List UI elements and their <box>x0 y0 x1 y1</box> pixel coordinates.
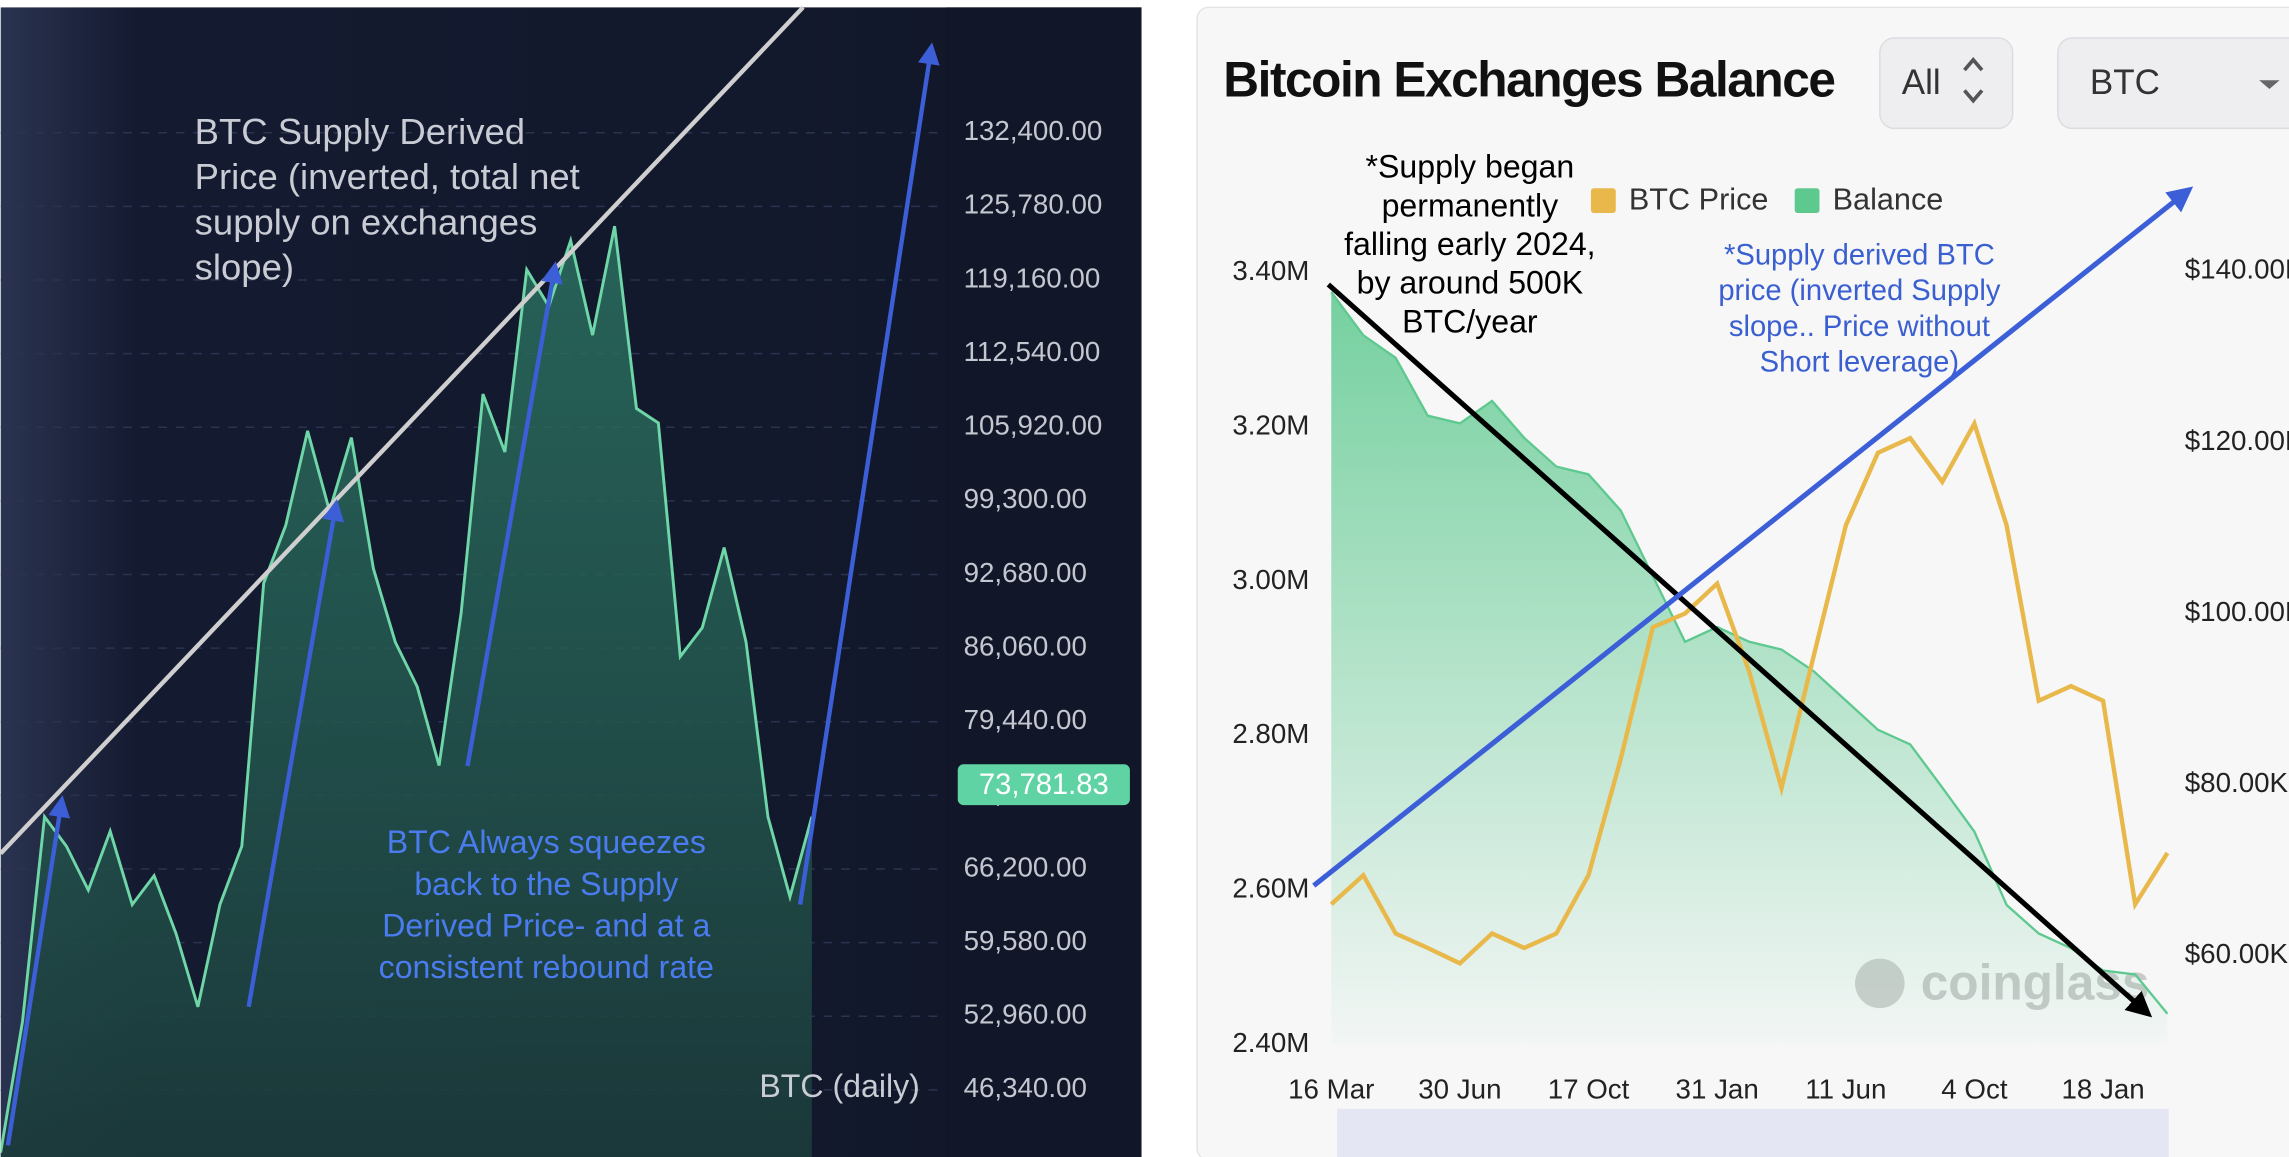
annotation-line: supply on exchanges <box>195 201 538 242</box>
y2-tick-label: $60.00K <box>2185 938 2289 969</box>
y-tick-label: 3.40M <box>1232 255 1309 286</box>
annotation-line: Derived Price- and at a <box>382 907 710 943</box>
left-chart: 46,340.0052,960.0059,580.0066,200.0072,8… <box>0 7 1142 1157</box>
chart-title: Bitcoin Exchanges Balance <box>1223 51 1834 107</box>
annotation-line: Short leverage) <box>1760 347 1959 379</box>
annotation-line: price (inverted Supply <box>1718 275 2001 307</box>
dropdown-icon <box>2259 80 2280 89</box>
y2-tick-label: $140.00K <box>2185 254 2289 285</box>
area-fill <box>0 226 812 1157</box>
last-price-box <box>957 764 1130 806</box>
x-tick-label: 31 Jan <box>1676 1074 1759 1105</box>
y-tick-label: 112,540.00 <box>964 336 1101 367</box>
x-tick-label: 16 Mar <box>1288 1074 1374 1105</box>
y-tick-label: 59,580.00 <box>964 925 1087 956</box>
annotation-line: slope.. Price without <box>1729 311 1990 343</box>
x-tick-label: 18 Jan <box>2061 1074 2144 1105</box>
dropdown-text: All <box>1902 63 1941 102</box>
annotation-line: falling early 2024, <box>1344 226 1595 262</box>
right-chart: Bitcoin Exchanges Balance All BTC coingl… <box>1196 6 2289 1157</box>
coin-dropdown[interactable] <box>2057 37 2289 130</box>
y-tick-label: 2.80M <box>1232 718 1309 749</box>
y-tick-label: 119,160.00 <box>964 262 1101 293</box>
annotation-line: *Supply derived BTC <box>1724 239 1995 271</box>
annotation-line: BTC Supply Derived <box>195 111 525 152</box>
derived-price-arrow <box>1312 186 2194 888</box>
x-tick-label: 30 Jun <box>1418 1074 1501 1105</box>
y-tick-label: 66,200.00 <box>964 851 1087 882</box>
legend-label: Balance <box>1833 182 1944 216</box>
series-label: BTC (daily) <box>759 1068 919 1104</box>
dropdown-icon <box>1963 57 1984 104</box>
y-tick-label: 2.40M <box>1232 1027 1309 1058</box>
price-line <box>0 225 814 1153</box>
annotation-line: back to the Supply <box>414 866 678 902</box>
last-price-label: 73,781.83 <box>979 769 1109 801</box>
supply-trend-arrow <box>1326 282 2153 1018</box>
legend-label: BTC Price <box>1629 182 1769 216</box>
annotation-line: Price (inverted, total net <box>195 156 580 197</box>
y-tick-label: 105,920.00 <box>964 410 1103 441</box>
legend-swatch <box>1590 188 1616 214</box>
y2-tick-label: $100.00K <box>2185 596 2289 627</box>
y-tick-label: 46,340.00 <box>964 1072 1087 1103</box>
arrow <box>246 499 344 1008</box>
x-tick-label: 4 Oct <box>1941 1074 2008 1105</box>
y-tick-label: 3.20M <box>1232 410 1309 441</box>
arrow <box>5 795 71 1146</box>
y-tick-label: 86,060.00 <box>964 630 1087 661</box>
annotation-line: by around 500K <box>1357 265 1584 301</box>
price-axis-panel <box>946 7 1142 1157</box>
range-dropdown[interactable] <box>1879 37 2014 130</box>
legend-swatch <box>1794 188 1820 214</box>
annotation-line: BTC/year <box>1402 303 1538 339</box>
y-tick-label: 92,680.00 <box>964 557 1087 588</box>
annotation-line: slope) <box>195 247 294 288</box>
annotation-line: *Supply began <box>1366 149 1575 185</box>
series-line <box>1329 418 2170 967</box>
y2-tick-label: $120.00K <box>2185 425 2289 456</box>
annotation-line: permanently <box>1382 187 1559 223</box>
series-line <box>1330 291 2169 1015</box>
y-tick-label: 132,400.00 <box>964 115 1103 146</box>
annotation-line: BTC Always squeezes <box>387 824 706 860</box>
x-tick-label: 11 Jun <box>1805 1074 1886 1105</box>
arrow <box>798 42 940 905</box>
dropdown-text: BTC <box>2090 63 2160 102</box>
y-tick-label: 99,300.00 <box>964 483 1087 514</box>
y-tick-label: 3.00M <box>1232 564 1309 595</box>
trend-line <box>0 5 805 856</box>
y-tick-label: 2.60M <box>1232 873 1309 904</box>
arrow <box>465 261 563 767</box>
y2-tick-label: $80.00K <box>2185 767 2289 798</box>
y-tick-label: 125,780.00 <box>964 189 1103 220</box>
y-tick-label: 79,440.00 <box>964 704 1087 735</box>
annotation-line: consistent rebound rate <box>379 949 714 985</box>
x-tick-label: 17 Oct <box>1548 1074 1630 1105</box>
navigator[interactable] <box>1337 1108 2169 1157</box>
y-tick-label: 52,960.00 <box>964 999 1087 1030</box>
